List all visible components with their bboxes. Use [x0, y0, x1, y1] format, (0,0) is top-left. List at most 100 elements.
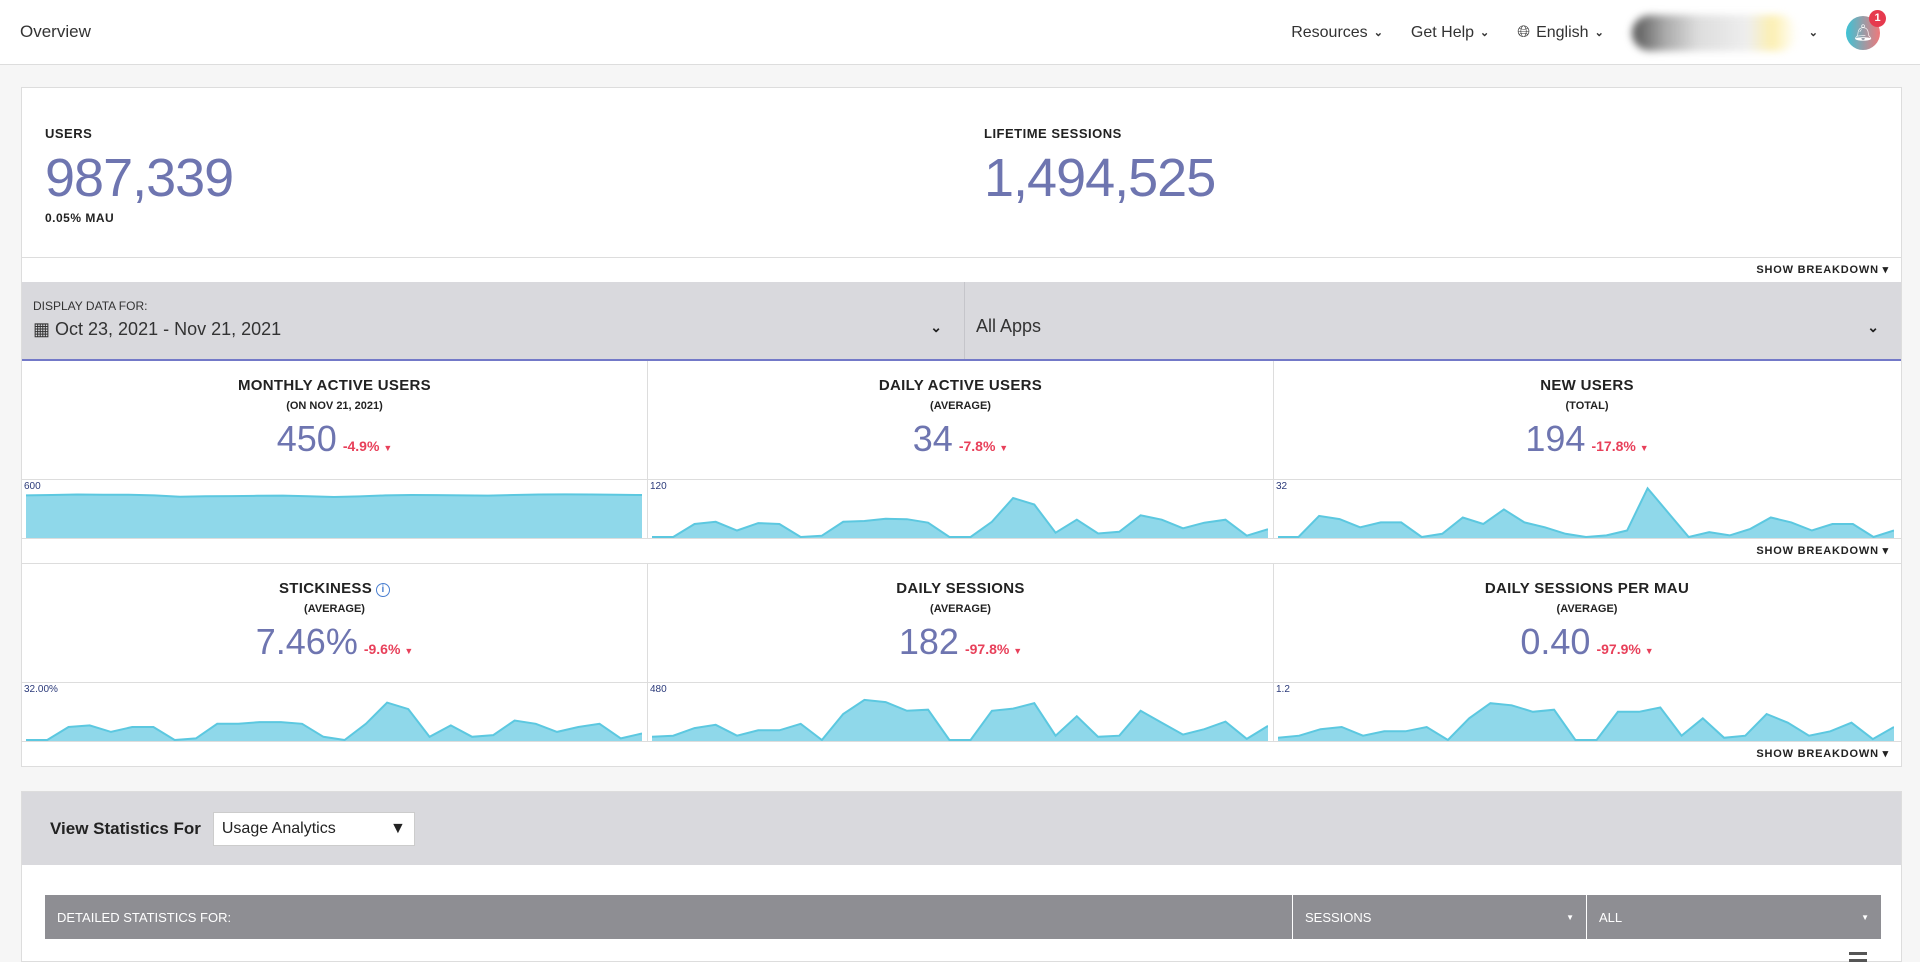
sessions-dropdown[interactable]: SESSIONS ▼ [1293, 895, 1587, 939]
delta-text: -7.8% [958, 438, 996, 454]
metric-subtitle: (ON NOV 21, 2021) [286, 400, 383, 412]
user-account-blurred[interactable] [1631, 14, 1797, 51]
metric-value: 7.46% [255, 621, 358, 662]
apps-select[interactable]: All Apps ⌄ [965, 282, 1901, 359]
metric-card: MONTHLY ACTIVE USERS (ON NOV 21, 2021) 4… [22, 361, 648, 479]
mau-percent: 0.05% MAU [45, 211, 115, 225]
statistics-type-select[interactable]: Usage Analytics ▼ [212, 811, 415, 846]
metric-name: DAILY ACTIVE USERS [648, 377, 1273, 394]
metric-name: DAILY SESSIONS [648, 580, 1273, 597]
metric-name: MONTHLY ACTIVE USERS [22, 377, 647, 394]
delta-text: -97.9% [1596, 641, 1641, 657]
metrics-row-1: MONTHLY ACTIVE USERS (ON NOV 21, 2021) 4… [22, 361, 1901, 480]
delta-text: -4.9% [342, 438, 380, 454]
top-nav: Resources ⌄ Get Help ⌄ 🌐︎ English ⌄ ⌄ 🔔︎ 1 [1291, 0, 1920, 65]
all-dropdown[interactable]: ALL ▼ [1587, 895, 1881, 939]
metric-subtitle: (AVERAGE) [304, 603, 365, 615]
sparkline: 32.00% [22, 683, 648, 741]
notification-badge: 1 [1869, 9, 1886, 27]
metric-card: DAILY SESSIONS (AVERAGE) 182 -97.8% ▼ [648, 564, 1274, 682]
top-bar: Overview Resources ⌄ Get Help ⌄ 🌐︎ English ⌄… [0, 0, 1920, 65]
sparkline-area [652, 699, 1268, 741]
metric-delta: -97.9% ▼ [1596, 641, 1653, 657]
date-range-value: Oct 23, 2021 - Nov 21, 2021 [55, 319, 282, 339]
metric-delta: -9.6% ▼ [364, 641, 413, 657]
sparkline-area [1278, 488, 1894, 538]
sparkline-area [1278, 703, 1894, 741]
y-max-label: 480 [650, 684, 667, 695]
caret-down-icon: ▼ [1644, 646, 1654, 656]
metric-value: 194 [1525, 418, 1586, 459]
metric-card: NEW USERS (TOTAL) 194 -17.8% ▼ [1274, 361, 1900, 479]
column-label: DETAILED STATISTICS FOR: [57, 909, 232, 925]
metric-card: DAILY SESSIONS PER MAU (AVERAGE) 0.40 -97… [1274, 564, 1900, 682]
column-label: SESSIONS [1305, 909, 1372, 925]
sparkline: 32 [1274, 480, 1900, 538]
sessions-value: 1,494,525 [984, 148, 1216, 208]
caret-down-icon: ▼ [404, 646, 414, 656]
metric-name-text: NEW USERS [1540, 377, 1634, 394]
caret-down-icon: ▼ [383, 443, 393, 453]
statistics-type-value: Usage Analytics [221, 819, 336, 837]
bell-icon: 🔔︎ [1852, 24, 1874, 42]
users-label: USERS [45, 126, 93, 141]
notifications-button[interactable]: 🔔︎ 1 [1846, 9, 1886, 50]
metric-value: 34 [912, 418, 953, 459]
caret-down-icon: ▼ [999, 443, 1009, 453]
sparkline-line [652, 698, 1268, 741]
metric-name-text: DAILY SESSIONS [896, 580, 1025, 597]
sessions-kpi: LIFETIME SESSIONS 1,494,525 [984, 126, 1216, 209]
resources-label: Resources [1291, 23, 1368, 41]
caret-down-icon: ▼ [1639, 443, 1649, 453]
info-icon[interactable]: i [376, 583, 390, 597]
sparklines-row-2: 32.00% 480 1.2 [22, 683, 1901, 742]
detailed-statistics-header: DETAILED STATISTICS FOR: SESSIONS ▼ ALL ▼ [45, 895, 1881, 939]
y-max-label: 120 [650, 481, 667, 492]
chevron-down-icon: ⌄ [1480, 27, 1490, 39]
sparkline-line [26, 493, 642, 499]
show-breakdown-button[interactable]: SHOW BREAKDOWN ▾ [1756, 545, 1889, 557]
sessions-label: LIFETIME SESSIONS [984, 126, 1122, 141]
account-menu-chevron[interactable]: ⌄ [1809, 26, 1818, 39]
metric-name-text: STICKINESS [278, 580, 372, 597]
metric-subtitle: (TOTAL) [1565, 400, 1609, 412]
menu-icon[interactable] [1849, 952, 1867, 962]
metric-card: DAILY ACTIVE USERS (AVERAGE) 34 -7.8% ▼ [648, 361, 1274, 479]
caret-down-icon: ▼ [1861, 912, 1869, 922]
caret-down-icon: ▼ [1566, 912, 1574, 922]
sparkline-line [1278, 486, 1894, 538]
delta-text: -17.8% [1591, 438, 1636, 454]
show-breakdown-button[interactable]: SHOW BREAKDOWN ▾ [1756, 264, 1889, 276]
caret-down-icon: ▼ [390, 819, 406, 837]
sparkline: 120 [648, 480, 1274, 538]
metrics-row-2: STICKINESS i (AVERAGE) 7.46% -9.6% ▼ DAILY … [22, 564, 1901, 683]
resources-menu[interactable]: Resources ⌄ [1291, 24, 1383, 42]
date-range-picker[interactable]: DISPLAY DATA FOR: ▦ Oct 23, 2021 - Nov 2… [22, 282, 965, 359]
sparkline-area [26, 702, 642, 741]
users-value: 987,339 [45, 148, 234, 208]
metric-name: STICKINESS i [22, 580, 647, 597]
caret-down-icon: ▼ [1013, 646, 1023, 656]
delta-text: -97.8% [964, 641, 1010, 657]
show-breakdown-button[interactable]: SHOW BREAKDOWN ▾ [1756, 748, 1889, 760]
metric-name: DAILY SESSIONS PER MAU [1274, 580, 1900, 597]
metric-name-text: DAILY SESSIONS PER MAU [1484, 580, 1690, 597]
language-menu[interactable]: 🌐︎ English ⌄ [1517, 24, 1604, 42]
calendar-icon: ▦ [33, 319, 56, 339]
metric-name: NEW USERS [1274, 377, 1900, 394]
apps-value: All Apps [976, 316, 1042, 336]
metric-name-text: MONTHLY ACTIVE USERS [238, 377, 431, 394]
view-statistics-label: View Statistics For [50, 818, 201, 838]
metric-subtitle: (AVERAGE) [1556, 603, 1618, 615]
overview-card: USERS 987,339 0.05% MAU LIFETIME SESSION… [21, 87, 1902, 767]
metric-value: 450 [276, 418, 337, 459]
chevron-down-icon: ⌄ [1373, 27, 1383, 39]
statistics-panel: View Statistics For Usage Analytics ▼ DET… [21, 791, 1902, 962]
page-title: Overview [20, 22, 91, 41]
get-help-menu[interactable]: Get Help ⌄ [1411, 24, 1489, 42]
y-max-label: 32 [1276, 481, 1288, 492]
sparklines-row-1: 600 120 32 [22, 480, 1901, 539]
sparkline-line [1278, 702, 1894, 741]
metric-value: 0.40 [1520, 621, 1591, 662]
display-data-label: DISPLAY DATA FOR: [33, 299, 148, 313]
